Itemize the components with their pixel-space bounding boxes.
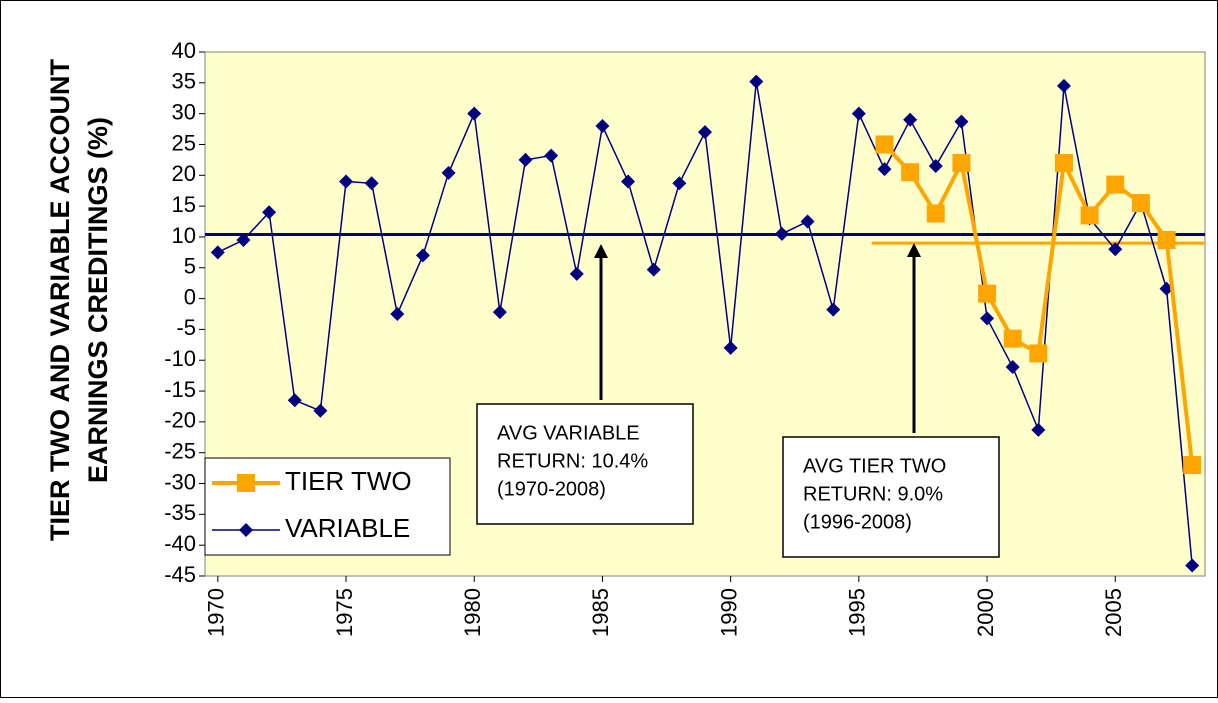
marker xyxy=(1106,175,1125,194)
y-axis-title: EARNINGS CREDITINGS (%) xyxy=(83,117,113,483)
marker xyxy=(1157,231,1176,250)
marker xyxy=(441,165,456,180)
marker xyxy=(928,159,943,174)
marker xyxy=(262,205,277,220)
marker xyxy=(1056,78,1071,93)
marker xyxy=(1131,194,1150,213)
marker xyxy=(646,262,661,277)
x-tick-label: 2005 xyxy=(1101,588,1126,637)
marker xyxy=(774,226,789,241)
annotation-text: RETURN: 9.0% xyxy=(803,483,943,505)
marker xyxy=(1185,558,1200,573)
x-tick-label: 1980 xyxy=(460,588,485,637)
legend-marker xyxy=(237,474,255,492)
y-axis-title: TIER TWO AND VARIABLE ACCOUNT xyxy=(45,59,75,541)
marker xyxy=(544,148,559,163)
legend-marker xyxy=(239,523,253,537)
marker xyxy=(723,340,738,355)
marker xyxy=(364,176,379,191)
marker xyxy=(210,245,225,260)
marker xyxy=(621,174,636,189)
annotation-text: RETURN: 10.4% xyxy=(497,450,648,472)
y-tick-label: -30 xyxy=(164,469,196,494)
y-tick-label: -25 xyxy=(164,439,196,464)
marker xyxy=(800,214,815,229)
marker xyxy=(1080,206,1099,225)
marker xyxy=(926,204,945,223)
annotation-text: (1970-2008) xyxy=(497,478,606,500)
x-tick-label: 1985 xyxy=(588,588,613,637)
marker xyxy=(903,112,918,127)
marker xyxy=(1054,153,1073,172)
y-tick-label: -20 xyxy=(164,408,196,433)
marker xyxy=(595,118,610,133)
x-tick-label: 1995 xyxy=(845,588,870,637)
x-tick-label: 1970 xyxy=(204,588,229,637)
marker xyxy=(698,125,712,140)
x-tick-label: 1990 xyxy=(716,588,741,637)
arrow-head xyxy=(907,243,921,257)
marker xyxy=(672,176,687,191)
y-tick-label: 20 xyxy=(172,161,196,186)
x-tick-label: 1975 xyxy=(332,588,357,637)
annotation-text: AVG TIER TWO xyxy=(803,455,946,477)
marker xyxy=(390,307,405,321)
y-tick-label: 30 xyxy=(172,99,196,124)
y-tick-label: -40 xyxy=(164,531,196,556)
marker xyxy=(901,163,920,182)
marker xyxy=(518,152,533,167)
y-tick-label: -35 xyxy=(164,500,196,525)
x-tick-label: 2000 xyxy=(973,588,998,637)
y-tick-label: -10 xyxy=(164,346,196,371)
marker xyxy=(954,114,969,129)
marker xyxy=(569,266,584,281)
marker xyxy=(875,135,894,154)
marker xyxy=(851,106,866,121)
marker xyxy=(339,174,354,189)
marker xyxy=(1108,242,1123,257)
y-tick-label: -45 xyxy=(164,562,196,587)
marker xyxy=(313,403,328,418)
annotation-box xyxy=(476,403,694,525)
y-tick-label: 40 xyxy=(172,38,196,63)
marker xyxy=(952,153,971,172)
y-tick-label: -5 xyxy=(176,315,196,340)
arrow-head xyxy=(594,244,608,258)
marker xyxy=(287,393,302,408)
marker xyxy=(1005,360,1020,375)
marker xyxy=(1183,456,1202,475)
marker xyxy=(1029,344,1048,363)
marker xyxy=(1003,329,1022,348)
y-tick-label: -15 xyxy=(164,377,196,402)
marker xyxy=(467,106,482,121)
legend-label: VARIABLE xyxy=(285,513,410,543)
y-tick-label: 10 xyxy=(172,223,196,248)
marker xyxy=(1031,422,1046,437)
marker xyxy=(415,248,430,263)
y-tick-label: 5 xyxy=(184,254,196,279)
y-tick-label: 35 xyxy=(172,69,196,94)
marker xyxy=(492,305,507,320)
marker xyxy=(826,302,841,317)
legend-label: TIER TWO xyxy=(285,466,412,496)
marker xyxy=(980,311,995,326)
marker xyxy=(749,74,764,89)
marker xyxy=(877,162,892,177)
y-tick-label: 15 xyxy=(172,192,196,217)
marker xyxy=(236,233,251,248)
y-tick-label: 25 xyxy=(172,130,196,155)
annotation-text: (1996-2008) xyxy=(803,511,912,533)
annotation-text: AVG VARIABLE xyxy=(497,422,640,444)
y-tick-label: 0 xyxy=(184,284,196,309)
annotation-box xyxy=(782,436,1000,558)
marker xyxy=(978,284,997,303)
